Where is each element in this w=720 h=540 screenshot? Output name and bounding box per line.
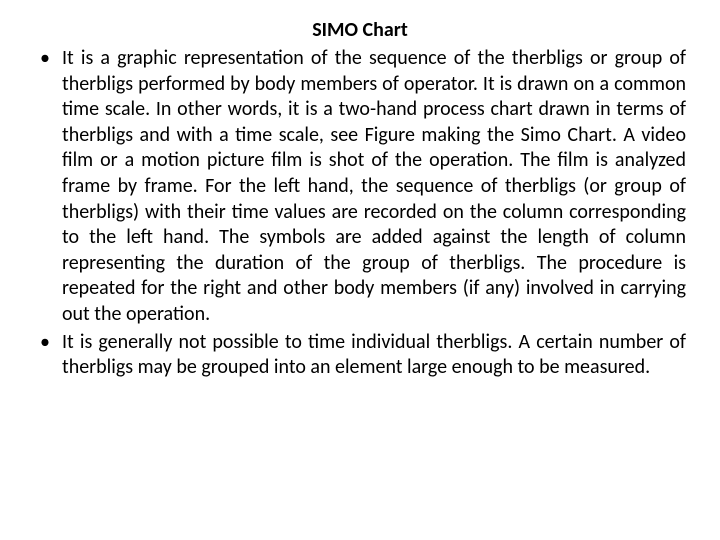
slide: SIMO Chart It is a graphic representatio… (0, 0, 720, 540)
bullet-item: It is generally not possible to time ind… (34, 330, 686, 381)
bullet-list: It is a graphic representation of the se… (34, 46, 686, 381)
slide-title: SIMO Chart (34, 18, 686, 42)
bullet-item: It is a graphic representation of the se… (34, 46, 686, 328)
